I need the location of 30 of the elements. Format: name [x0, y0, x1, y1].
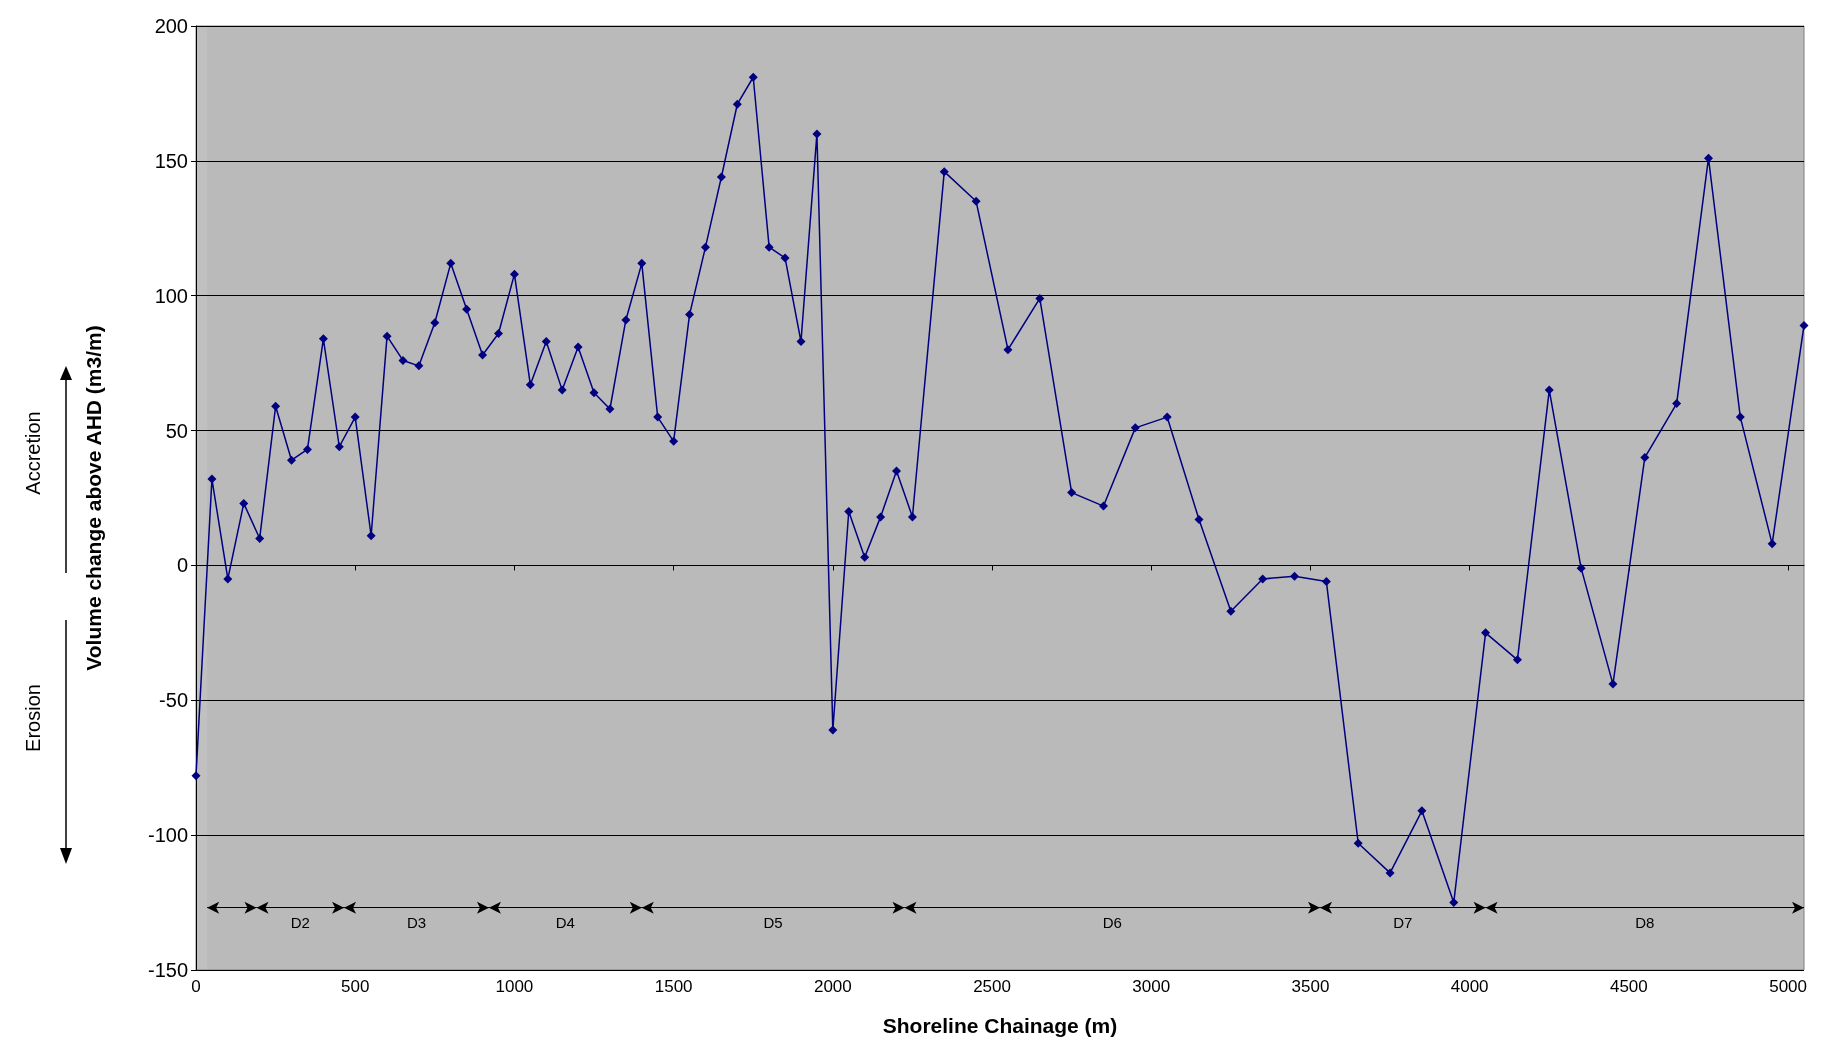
band-label: D4	[555, 913, 575, 931]
text: Erosion	[22, 684, 44, 752]
y-tick-label: 150	[154, 149, 188, 172]
band-label: D6	[1102, 913, 1122, 931]
x-tick-label: 4000	[1450, 977, 1489, 996]
band-label: D3	[406, 913, 427, 931]
band-label: D8	[1635, 913, 1655, 931]
y-tick-label: -150	[147, 959, 188, 981]
x-tick-label: 4500	[1609, 977, 1648, 996]
x-tick-label: 1000	[495, 977, 534, 996]
y-tick-label: 50	[165, 419, 188, 442]
x-tick-label: 2500	[973, 977, 1011, 996]
x-tick-label: 3000	[1132, 977, 1171, 996]
y-tick-label: -100	[147, 824, 188, 847]
y-tick-label: 100	[154, 284, 188, 307]
y-tick-label: 0	[176, 554, 188, 577]
y-axis-title: Volume change above AHD (m3/m)	[82, 325, 105, 671]
x-tick-label: 2000	[813, 977, 852, 996]
x-tick-label: 0	[191, 977, 201, 996]
x-axis-title: Shoreline Chainage (m)	[882, 1014, 1118, 1037]
x-tick-label: 500	[341, 977, 370, 996]
x-tick-label: 1500	[654, 977, 693, 996]
band-label: D2	[290, 913, 310, 931]
band-label: D5	[763, 913, 783, 931]
y-tick-label: 200	[154, 15, 188, 37]
band-label: D7	[1393, 913, 1413, 931]
x-tick-label: 5000	[1769, 977, 1807, 996]
x-tick-label: 3500	[1291, 977, 1330, 996]
text: Accretion	[22, 411, 44, 495]
y-tick-label: -50	[159, 689, 188, 712]
